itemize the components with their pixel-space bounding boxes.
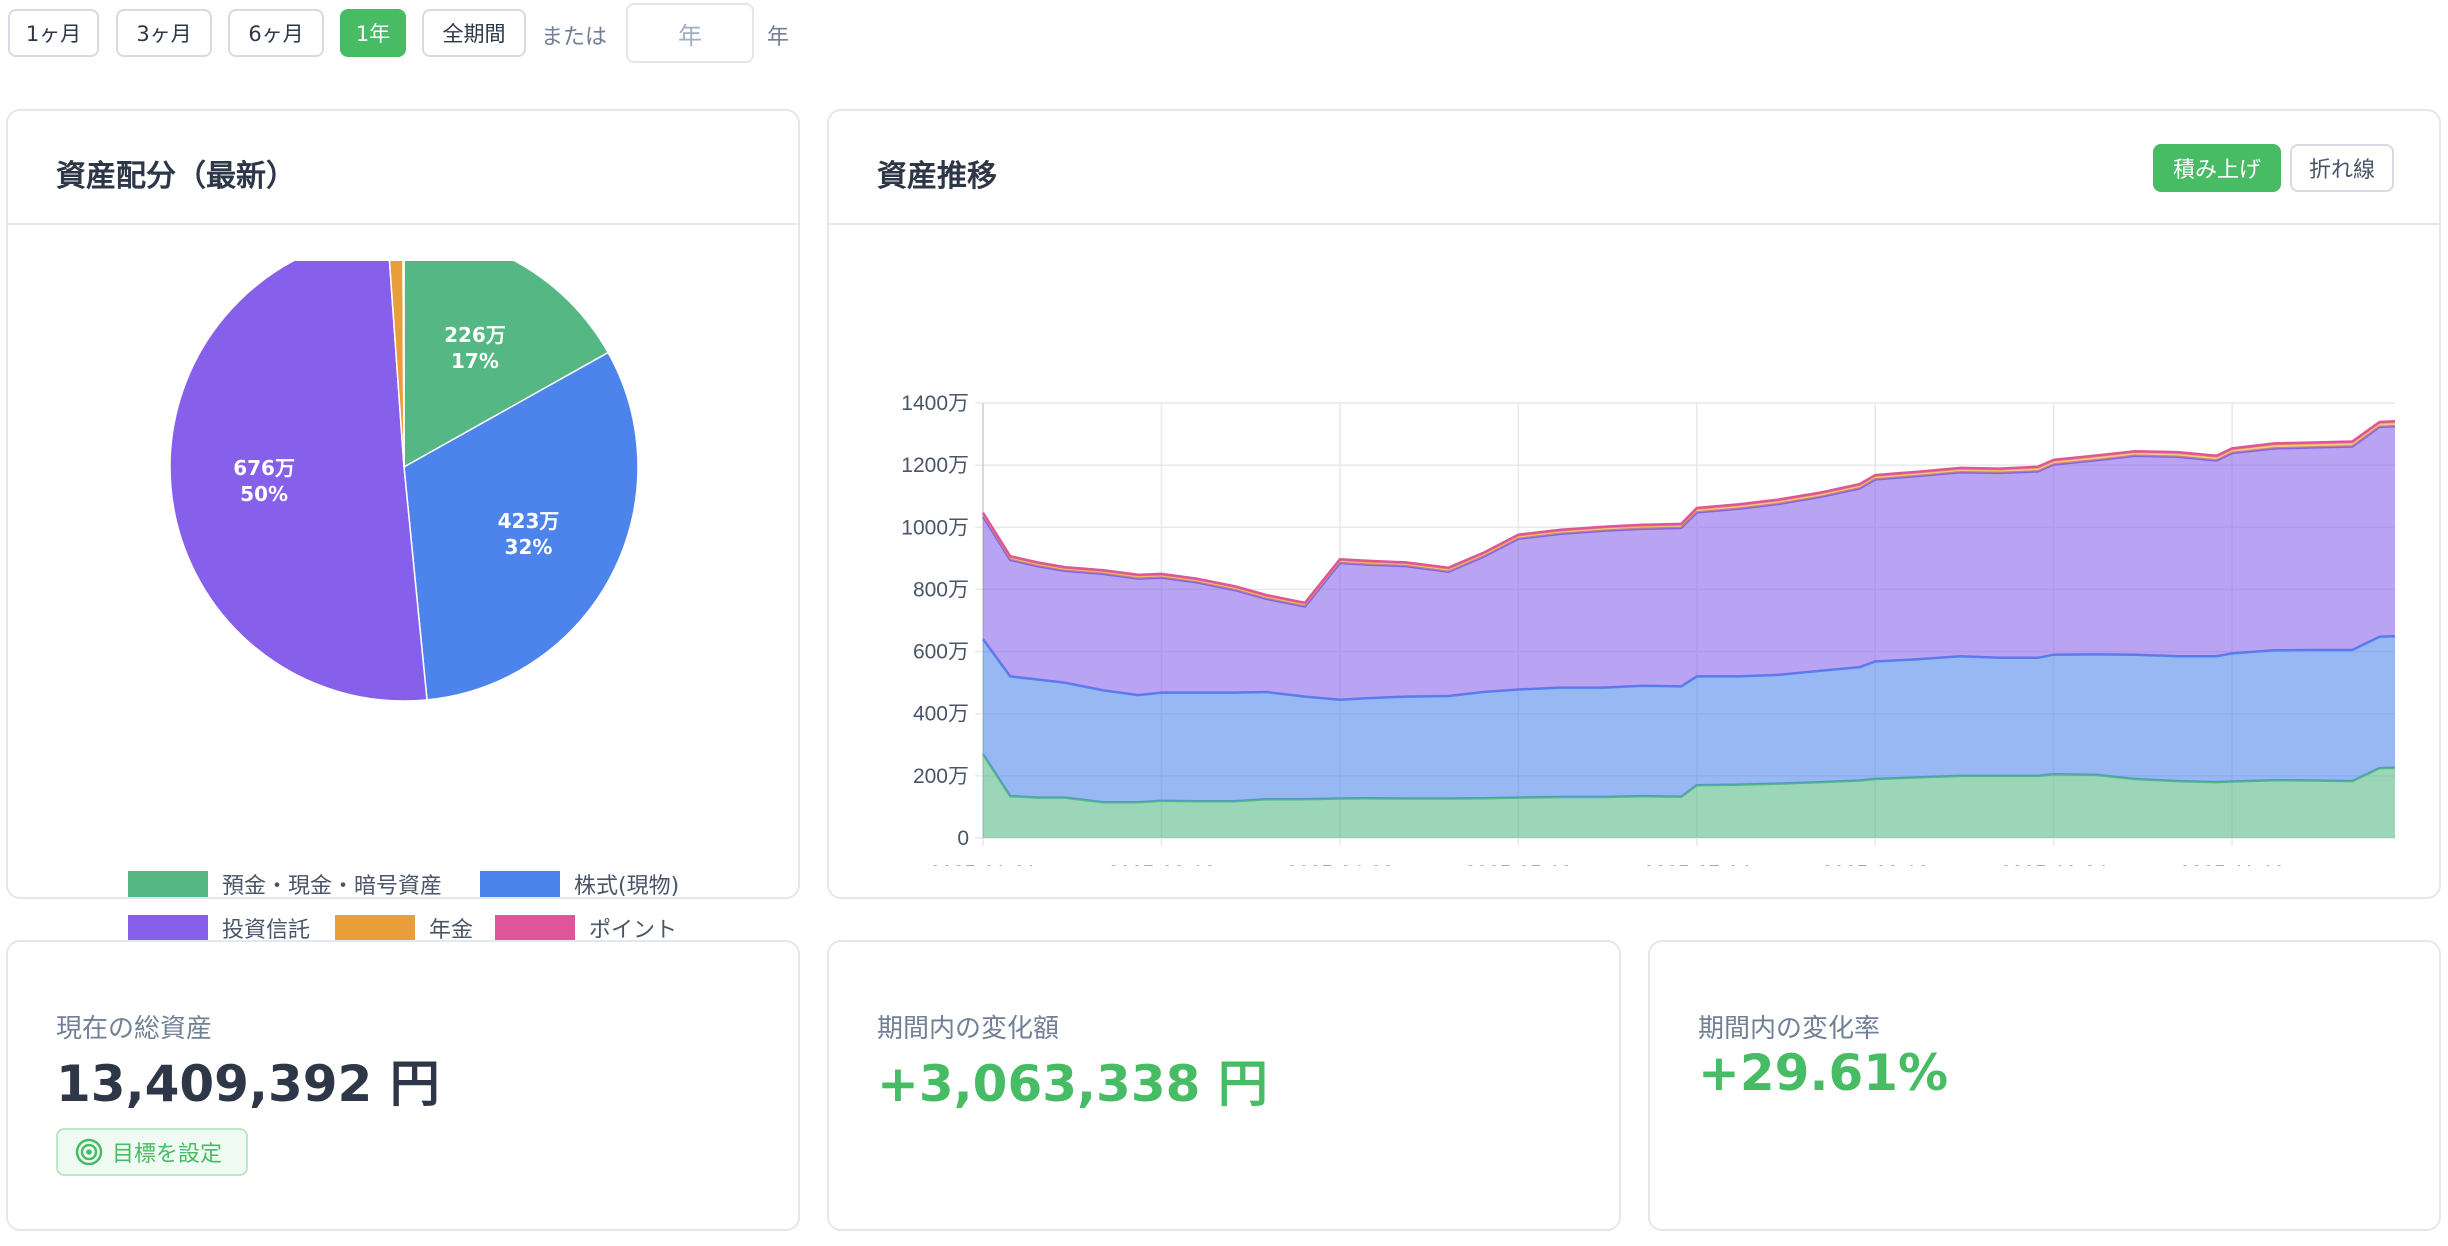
x-tick-label: 2025-08-19	[1821, 862, 1928, 866]
change-rate-card: 期間内の変化率 +29.61%	[1648, 940, 2441, 1231]
change-rate-value: +29.61%	[1698, 1044, 1949, 1102]
pie-legend-item-points[interactable]: ポイント	[495, 912, 677, 944]
x-tick-label: 2025-04-03	[1286, 862, 1393, 866]
y-tick-label: 400万	[913, 703, 969, 726]
trend-card-title: 資産推移	[877, 159, 997, 194]
pie-slice	[169, 261, 428, 702]
change-amount-label: 期間内の変化額	[877, 1014, 1060, 1044]
period-button-1y[interactable]: 1年	[340, 9, 406, 57]
total-assets-label: 現在の総資産	[56, 1014, 213, 1044]
legend-swatch	[335, 915, 415, 941]
total-assets-card: 現在の総資産 13,409,392 円 目標を設定	[6, 940, 800, 1231]
y-tick-label: 1000万	[901, 516, 969, 539]
y-tick-label: 800万	[913, 578, 969, 601]
set-goal-label: 目標を設定	[112, 1142, 223, 1167]
pie-legend-item-funds[interactable]: 投資信託	[128, 912, 310, 944]
year-input[interactable]: 年	[626, 3, 754, 63]
change-amount-card: 期間内の変化額 +3,063,338 円	[827, 940, 1621, 1231]
set-goal-button[interactable]: 目標を設定	[56, 1128, 248, 1176]
x-tick-label: 2025-05-19	[1465, 862, 1572, 866]
change-amount-value: +3,063,338 円	[877, 1055, 1268, 1113]
asset-trend-chart: 0 200万 400万 600万 800万 1000万 1200万 1400万 2025-01-…	[901, 392, 2396, 866]
pie-slice	[403, 261, 610, 469]
target-icon	[75, 1138, 103, 1166]
legend-label: 投資信託	[222, 918, 311, 943]
pie-value-label: 226万	[444, 323, 506, 347]
legend-label: ポイント	[589, 918, 678, 943]
pie-value-label: 676万	[233, 456, 295, 480]
period-button-all[interactable]: 全期間	[422, 9, 526, 57]
area-series-fill	[983, 636, 2395, 803]
pie-slice	[388, 261, 405, 468]
legend-swatch	[480, 871, 560, 897]
y-tick-label: 1200万	[901, 454, 969, 477]
legend-label: 預金・現金・暗号資産	[222, 874, 443, 899]
area-series-fill	[983, 422, 2395, 607]
x-tick-label: 2025-11-19	[2179, 862, 2285, 866]
x-tick-label: 2025-10-04	[2000, 862, 2108, 866]
area-series-fill	[983, 426, 2395, 700]
legend-label: 年金	[429, 918, 474, 943]
y-tick-label: 600万	[913, 641, 969, 664]
allocation-card: 資産配分（最新） 226万 17% 423万 32% 676万 50% 預金・現金・暗号資…	[6, 109, 800, 943]
or-label: または	[541, 25, 608, 50]
area-series-line	[981, 425, 2396, 608]
period-button-3m[interactable]: 3ヶ月	[116, 9, 212, 57]
year-suffix: 年	[767, 25, 790, 50]
x-tick-label: 2025-01-01	[929, 862, 1036, 866]
y-tick-label: 0	[957, 827, 969, 850]
x-tick-label: 2025-02-16	[1108, 862, 1215, 866]
pie-value-label: 423万	[498, 509, 560, 533]
legend-label: 株式(現物)	[574, 874, 680, 899]
area-series-fill	[983, 754, 2395, 838]
pie-percent-label: 32%	[505, 535, 553, 559]
period-button-6m[interactable]: 6ヶ月	[228, 9, 324, 57]
trend-card-header: 資産推移 積み上げ 折れ線	[829, 111, 2439, 225]
pie-slice	[403, 351, 639, 701]
pie-legend-item-stocks[interactable]: 株式(現物)	[480, 868, 679, 900]
stacked-toggle-button[interactable]: 積み上げ	[2153, 144, 2281, 192]
x-tick-label: 2025-07-04	[1643, 862, 1751, 866]
total-assets-value: 13,409,392 円	[56, 1055, 440, 1113]
allocation-card-header: 資産配分（最新）	[8, 111, 798, 225]
pie-legend-item-pension[interactable]: 年金	[335, 912, 473, 944]
legend-swatch	[128, 915, 208, 941]
line-toggle-button[interactable]: 折れ線	[2290, 144, 2394, 192]
pie-percent-label: 17%	[451, 349, 499, 373]
period-button-1m[interactable]: 1ヶ月	[8, 9, 99, 57]
y-tick-label: 1400万	[901, 392, 969, 415]
legend-swatch	[495, 915, 575, 941]
allocation-card-title: 資産配分（最新）	[56, 159, 296, 194]
y-tick-label: 200万	[913, 765, 969, 788]
legend-swatch	[128, 871, 208, 897]
area-series-line	[981, 420, 2396, 605]
pie-legend-item-deposit[interactable]: 預金・現金・暗号資産	[128, 868, 442, 900]
trend-card: 資産推移 積み上げ 折れ線 0 200万 400万 600万 800万 1000万 1200…	[827, 109, 2441, 899]
change-rate-label: 期間内の変化率	[1698, 1014, 1881, 1044]
pie-percent-label: 50%	[240, 482, 288, 506]
pie-slice	[402, 261, 405, 468]
